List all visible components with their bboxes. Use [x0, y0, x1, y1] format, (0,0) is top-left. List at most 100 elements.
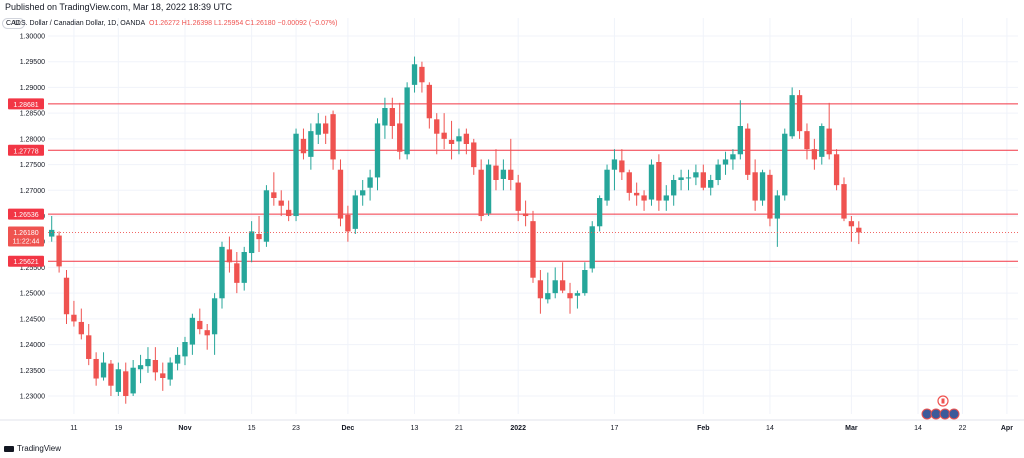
- candle-body[interactable]: [722, 159, 729, 165]
- candle-body[interactable]: [434, 119, 440, 134]
- candle-body[interactable]: [685, 177, 692, 179]
- candle-body[interactable]: [189, 317, 196, 345]
- candle-body[interactable]: [848, 221, 855, 227]
- candle-body[interactable]: [485, 164, 492, 214]
- currency-badge[interactable]: CAD: [2, 18, 25, 29]
- candle-body[interactable]: [293, 133, 299, 216]
- candle-body[interactable]: [671, 180, 677, 196]
- candle-body[interactable]: [693, 172, 699, 178]
- candle-body[interactable]: [796, 95, 803, 132]
- candle-body[interactable]: [411, 64, 418, 85]
- candle-body[interactable]: [471, 142, 477, 168]
- tradingview-logo-icon[interactable]: TradingView: [4, 440, 61, 458]
- candle-body[interactable]: [204, 330, 210, 336]
- candle-body[interactable]: [537, 280, 544, 299]
- candle-body[interactable]: [263, 190, 270, 242]
- candle-body[interactable]: [626, 172, 632, 193]
- candle-body[interactable]: [545, 293, 551, 300]
- candle-body[interactable]: [160, 373, 166, 378]
- candle-body[interactable]: [641, 195, 647, 201]
- candle-body[interactable]: [804, 131, 810, 150]
- candle-body[interactable]: [86, 335, 92, 359]
- candle-body[interactable]: [226, 249, 233, 263]
- candle-body[interactable]: [767, 174, 773, 219]
- candle-body[interactable]: [211, 298, 218, 335]
- candle-body[interactable]: [108, 363, 114, 386]
- candle-body[interactable]: [478, 169, 484, 216]
- candle-body[interactable]: [374, 123, 381, 178]
- candle-body[interactable]: [619, 160, 625, 173]
- candle-body[interactable]: [56, 235, 62, 267]
- candle-body[interactable]: [330, 114, 336, 160]
- candle-body[interactable]: [315, 123, 321, 135]
- candle-body[interactable]: [752, 172, 758, 201]
- candlestick-chart[interactable]: 1.30500 1.30000 1.29500 1.29000 1.28500 1.280…: [0, 14, 1024, 440]
- candle-body[interactable]: [174, 354, 181, 364]
- candle-body[interactable]: [567, 293, 573, 299]
- candle-body[interactable]: [167, 362, 173, 380]
- candle-body[interactable]: [826, 128, 832, 155]
- candle-body[interactable]: [522, 213, 529, 216]
- candle-body[interactable]: [856, 227, 862, 233]
- candle-body[interactable]: [700, 172, 706, 188]
- candle-body[interactable]: [633, 192, 640, 196]
- candle-body[interactable]: [782, 133, 788, 196]
- candle-body[interactable]: [552, 280, 558, 294]
- candle-body[interactable]: [93, 358, 99, 379]
- candle-body[interactable]: [219, 246, 225, 299]
- candle-body[interactable]: [123, 371, 129, 396]
- candle-body[interactable]: [456, 136, 462, 142]
- candle-body[interactable]: [596, 198, 603, 227]
- candle-body[interactable]: [841, 184, 847, 219]
- candle-body[interactable]: [833, 154, 840, 186]
- candle-body[interactable]: [559, 280, 566, 291]
- candle-body[interactable]: [367, 177, 373, 188]
- candle-body[interactable]: [130, 367, 136, 394]
- candle-body[interactable]: [300, 138, 307, 154]
- candle-body[interactable]: [248, 231, 255, 254]
- candle-body[interactable]: [145, 358, 151, 367]
- candle-body[interactable]: [582, 270, 588, 294]
- candle-body[interactable]: [271, 192, 277, 198]
- candle-body[interactable]: [197, 320, 203, 330]
- candle-body[interactable]: [115, 369, 122, 392]
- candle-body[interactable]: [589, 226, 595, 269]
- us-flag-icon[interactable]: [921, 408, 960, 420]
- candle-body[interactable]: [789, 95, 795, 137]
- candle-body[interactable]: [352, 195, 358, 229]
- candle-body[interactable]: [678, 177, 684, 180]
- candle-body[interactable]: [759, 172, 766, 201]
- candle-body[interactable]: [404, 87, 410, 155]
- candle-body[interactable]: [152, 360, 159, 373]
- candle-body[interactable]: [63, 277, 70, 315]
- candle-body[interactable]: [448, 139, 455, 144]
- candle-body[interactable]: [100, 362, 107, 378]
- candle-body[interactable]: [323, 123, 329, 134]
- candle-body[interactable]: [819, 126, 825, 157]
- candle-body[interactable]: [182, 342, 188, 357]
- candle-body[interactable]: [441, 132, 447, 139]
- canada-flag-icon[interactable]: [937, 395, 949, 407]
- candle-body[interactable]: [285, 209, 292, 216]
- candle-body[interactable]: [730, 154, 736, 160]
- candle-body[interactable]: [137, 365, 144, 370]
- candle-body[interactable]: [234, 263, 240, 283]
- candle-body[interactable]: [745, 128, 751, 175]
- candle-body[interactable]: [426, 84, 433, 119]
- candle-body[interactable]: [71, 314, 77, 322]
- candle-body[interactable]: [648, 164, 655, 200]
- economic-events-markers[interactable]: [919, 405, 967, 421]
- candle-body[interactable]: [419, 66, 425, 83]
- candle-body[interactable]: [278, 200, 284, 206]
- candle-body[interactable]: [78, 321, 84, 335]
- candle-body[interactable]: [241, 252, 247, 283]
- candle-body[interactable]: [345, 214, 351, 232]
- candle-body[interactable]: [611, 159, 618, 170]
- candle-body[interactable]: [493, 165, 499, 180]
- candle-body[interactable]: [530, 221, 536, 278]
- candle-body[interactable]: [811, 149, 818, 160]
- candle-body[interactable]: [308, 131, 314, 157]
- candle-body[interactable]: [574, 293, 581, 296]
- candle-body[interactable]: [337, 169, 344, 219]
- candle-body[interactable]: [656, 162, 662, 201]
